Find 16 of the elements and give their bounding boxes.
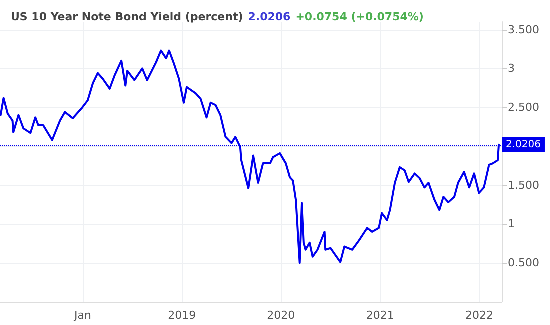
y-tick-label: 2.500 [508,101,540,114]
x-tick-label: 2020 [267,309,296,322]
y-tick-label: 3 [508,62,515,76]
line-series [0,50,500,264]
annotation: +0.0754 (+0.0754%) [296,10,424,24]
y-tick-label: 0.500 [508,256,540,270]
x-tick-label: 2019 [168,309,196,322]
x-tick-label: Jan [74,309,92,322]
x-tick-label: 2022 [465,309,494,322]
y-tick-label: 1 [508,218,515,231]
annotation: 2.0206 [248,10,292,24]
ref-line-label: 2.0206 [506,139,541,150]
x-tick-label: 2021 [366,309,394,322]
y-tick-label: 1.500 [508,178,540,192]
chart-title: US 10 Year Note Bond Yield (percent) [11,10,244,24]
y-tick-label: 3.500 [508,23,540,36]
